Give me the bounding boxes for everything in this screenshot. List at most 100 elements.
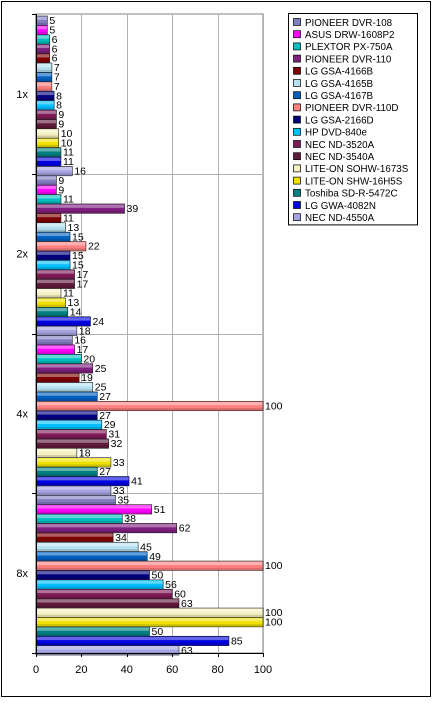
- legend-swatch: [293, 18, 301, 26]
- bar-highlight: [36, 307, 68, 312]
- bar-shade: [36, 624, 263, 627]
- bar-highlight: [36, 82, 52, 86]
- bar-highlight: [36, 91, 54, 96]
- bar-value-label: 6: [52, 43, 58, 55]
- bar-value-label: 35: [117, 494, 129, 506]
- legend-swatch: [293, 66, 301, 75]
- bar-value-label: 6: [52, 34, 58, 46]
- bar-value-label: 100: [265, 607, 283, 619]
- bar-shade: [36, 182, 56, 185]
- bar-shade: [36, 408, 263, 411]
- bar-highlight: [36, 458, 111, 462]
- bar-value-label: 17: [77, 269, 89, 281]
- bar-highlight: [36, 383, 93, 387]
- bar-shade: [36, 605, 179, 608]
- legend-swatch: [293, 115, 301, 124]
- bar-shade: [36, 351, 75, 355]
- bar-shade: [36, 304, 66, 308]
- bar-value-label: 50: [152, 570, 164, 582]
- bar-shade: [36, 238, 70, 242]
- bar-shade: [36, 285, 75, 289]
- bar-value-label: 7: [54, 81, 60, 93]
- bar-highlight: [36, 73, 52, 77]
- bar-value-label: 10: [61, 137, 73, 149]
- bar-value-label: 63: [181, 598, 193, 610]
- bar-value-label: 27: [99, 410, 111, 422]
- bar-shade: [36, 267, 70, 270]
- bar-value-label: 17: [77, 344, 89, 356]
- bar-shade: [36, 173, 72, 176]
- category-label: 2x: [16, 249, 28, 261]
- bar-shade: [36, 135, 59, 138]
- bar-highlight: [36, 270, 75, 274]
- legend-label: LITE-ON SHW-16H5S: [305, 176, 403, 187]
- bar-value-label: 15: [72, 231, 84, 243]
- bar-highlight: [36, 354, 81, 359]
- bar-shade: [36, 483, 129, 486]
- bar-value-label: 25: [95, 363, 107, 375]
- bar-highlight: [36, 44, 50, 49]
- bar-value-label: 85: [231, 635, 243, 647]
- bar-shade: [36, 389, 93, 392]
- bar-shade: [36, 492, 111, 496]
- bar-highlight: [36, 533, 113, 537]
- bar-shade: [36, 370, 93, 373]
- bar-highlight: [36, 129, 59, 133]
- bar-shade: [36, 502, 115, 505]
- bar-highlight: [36, 401, 263, 406]
- bar-highlight: [36, 195, 61, 199]
- legend-label: LG GSA-4166B: [305, 67, 374, 78]
- legend-label: HP DVD-840e: [305, 128, 367, 139]
- bar-value-label: 100: [265, 560, 283, 572]
- bar-value-label: 56: [165, 579, 177, 591]
- bar-highlight: [36, 627, 149, 631]
- bar-highlight: [36, 120, 56, 124]
- bar-highlight: [36, 317, 90, 321]
- bar-value-label: 11: [63, 194, 74, 206]
- bar-value-label: 62: [179, 523, 191, 535]
- bar-value-label: 100: [265, 617, 283, 629]
- bar-shade: [36, 116, 56, 120]
- legend-label: LG GSA-4165B: [305, 79, 374, 90]
- bar-shade: [36, 473, 97, 477]
- bar-highlight: [36, 35, 50, 39]
- bar-highlight: [36, 223, 66, 227]
- bar-value-label: 39: [127, 203, 139, 215]
- bar-highlight: [36, 157, 61, 161]
- bar-value-label: 7: [54, 62, 60, 74]
- bar-value-label: 51: [154, 504, 166, 516]
- bar-value-label: 9: [58, 119, 64, 131]
- bar-value-label: 15: [72, 259, 84, 271]
- bar-value-label: 25: [95, 382, 107, 394]
- bar-value-label: 22: [88, 241, 100, 253]
- legend-swatch: [293, 164, 301, 173]
- bar-value-label: 18: [79, 447, 91, 459]
- bar-highlight: [36, 561, 263, 565]
- bar-highlight: [36, 185, 56, 190]
- legend-swatch: [293, 176, 301, 185]
- legend-swatch: [293, 201, 301, 209]
- category-label: 8x: [16, 568, 28, 580]
- category-label: 1x: [16, 89, 28, 101]
- bar-highlight: [36, 26, 47, 30]
- bar-shade: [36, 257, 70, 261]
- bar-value-label: 20: [83, 353, 95, 365]
- legend-label: NEC ND-4550A: [305, 213, 375, 224]
- legend-label: ASUS DRW-1608P2: [305, 30, 394, 41]
- bar-shade: [36, 79, 52, 82]
- bar-value-label: 8: [56, 90, 62, 102]
- bar-highlight: [36, 138, 59, 143]
- bar-shade: [36, 614, 263, 618]
- bar-value-label: 5: [49, 25, 55, 37]
- legend-swatch: [293, 79, 301, 87]
- bar-shade: [36, 154, 61, 157]
- bar-highlight: [36, 580, 163, 584]
- legend-label: PIONEER DVR-108: [305, 18, 393, 29]
- bar-shade: [36, 398, 97, 402]
- bar-highlight: [36, 242, 86, 246]
- bar-highlight: [36, 495, 115, 500]
- legend-swatch: [293, 140, 301, 148]
- bar-highlight: [36, 101, 54, 105]
